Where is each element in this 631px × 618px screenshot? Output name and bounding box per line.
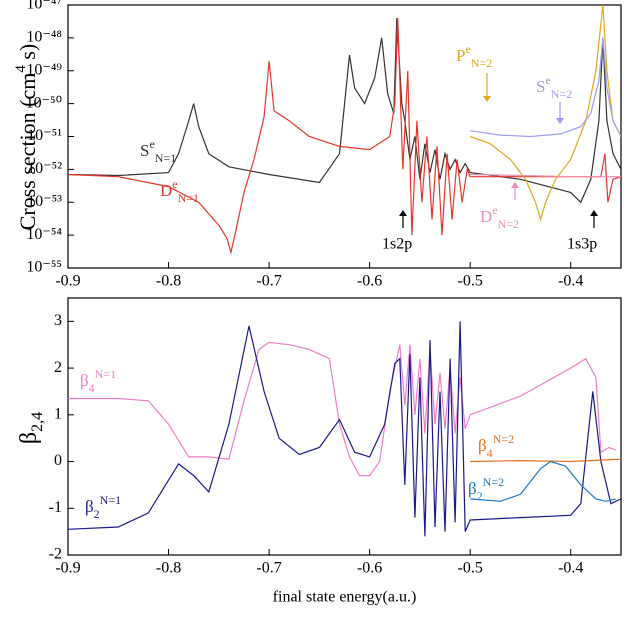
label-part: 4 bbox=[487, 446, 493, 460]
y-tick-label: -1 bbox=[49, 499, 62, 516]
label-part: β bbox=[468, 479, 477, 498]
series-line bbox=[68, 341, 617, 477]
arrow-head bbox=[399, 210, 407, 216]
label-part: Cross section (cm bbox=[15, 73, 40, 231]
label-part: N=2 bbox=[471, 56, 492, 70]
label-part: β bbox=[16, 432, 42, 444]
label-part: e bbox=[545, 73, 550, 87]
x-tick-label: -0.5 bbox=[458, 273, 483, 290]
x-tick-label: -0.4 bbox=[558, 273, 583, 290]
x-tick-label: -0.4 bbox=[558, 560, 583, 577]
y-tick-label: 0 bbox=[54, 452, 62, 469]
label-part: N=1 bbox=[95, 367, 116, 381]
y-tick-label: 10⁻⁴⁸ bbox=[26, 29, 62, 46]
label-part: D bbox=[480, 207, 492, 226]
label-part: S bbox=[536, 77, 545, 96]
series-line bbox=[469, 5, 621, 222]
series-line bbox=[470, 173, 621, 178]
label-part: e bbox=[172, 177, 177, 191]
label-part: 2 bbox=[94, 507, 100, 521]
x-axis-label: final state energy(a.u.) bbox=[273, 589, 417, 606]
y-axis-label: Cross section (cm4 s) bbox=[13, 44, 40, 231]
y-tick-label: 10⁻⁴⁹ bbox=[26, 61, 62, 78]
y-tick-label: 10⁻⁵⁵ bbox=[26, 259, 62, 276]
x-tick-label: -0.8 bbox=[156, 273, 181, 290]
x-tick-label: -0.6 bbox=[357, 560, 382, 577]
x-tick-label: -0.7 bbox=[256, 560, 281, 577]
y-tick-label: -2 bbox=[49, 546, 62, 563]
y-tick-label: 10⁻⁵¹ bbox=[27, 127, 62, 144]
x-tick-label: -0.9 bbox=[55, 560, 80, 577]
label-part: N=2 bbox=[551, 87, 572, 101]
arrow-head bbox=[483, 96, 491, 102]
label-part: N=1 bbox=[178, 191, 199, 205]
plot-frame bbox=[67, 297, 622, 556]
series-label: DeN=2 bbox=[480, 203, 519, 231]
annotation: 1s2p bbox=[382, 236, 412, 253]
label-part: D bbox=[160, 181, 172, 200]
series-line bbox=[470, 458, 621, 463]
label-part: β bbox=[85, 497, 94, 516]
series-label: PeN=2 bbox=[456, 42, 492, 70]
series-label: β2N=1 bbox=[85, 493, 121, 521]
x-tick-label: -0.9 bbox=[55, 273, 80, 290]
series-line bbox=[470, 37, 621, 138]
y-tick-label: 10⁻⁵² bbox=[27, 160, 62, 177]
series-label: β2N=2 bbox=[468, 475, 504, 503]
x-tick-label: -0.5 bbox=[458, 560, 483, 577]
series-label: DeN=1 bbox=[160, 177, 199, 205]
label-part: 2 bbox=[477, 489, 483, 503]
series-label: SeN=1 bbox=[140, 137, 176, 165]
y-tick-label: 10⁻⁵⁴ bbox=[26, 226, 62, 243]
y-axis-label: β2,4 bbox=[16, 412, 47, 444]
x-tick-label: -0.7 bbox=[256, 273, 281, 290]
series-line bbox=[68, 18, 621, 255]
y-tick-label: 10⁻⁵³ bbox=[27, 193, 62, 210]
arrow-head bbox=[556, 118, 564, 124]
label-part: β bbox=[478, 436, 487, 455]
y-tick-label: 10⁻⁴⁷ bbox=[26, 0, 62, 13]
y-tick-label: 10⁻⁵⁰ bbox=[26, 94, 62, 111]
series-line bbox=[68, 321, 621, 537]
y-tick-label: 1 bbox=[54, 405, 62, 422]
label-part: N=1 bbox=[100, 493, 121, 507]
arrows bbox=[399, 73, 598, 228]
series-label: SeN=2 bbox=[536, 73, 572, 101]
plot-area bbox=[68, 321, 621, 537]
label-part: 2,4 bbox=[29, 412, 46, 432]
series-label: β4N=2 bbox=[478, 432, 514, 460]
arrow-head bbox=[590, 210, 598, 216]
label-part: s) bbox=[15, 44, 40, 65]
plot-area bbox=[68, 5, 621, 255]
label-part: N=1 bbox=[155, 151, 176, 165]
series-line bbox=[68, 18, 621, 204]
label-part: e bbox=[465, 42, 470, 56]
arrow-head bbox=[511, 182, 519, 188]
x-tick-label: -0.6 bbox=[357, 273, 382, 290]
annotation: 1s3p bbox=[567, 236, 597, 253]
y-tick-label: 3 bbox=[54, 312, 62, 329]
series-line bbox=[470, 460, 617, 502]
label-part: P bbox=[456, 46, 465, 65]
y-tick-label: 2 bbox=[54, 359, 62, 376]
label-part: 4 bbox=[89, 381, 95, 395]
series-label: β4N=1 bbox=[80, 367, 116, 395]
label-part: β bbox=[80, 371, 89, 390]
x-tick-label: -0.8 bbox=[156, 560, 181, 577]
label-part: N=2 bbox=[498, 217, 519, 231]
label-part: S bbox=[140, 141, 149, 160]
label-part: e bbox=[149, 137, 154, 151]
label-part: N=2 bbox=[483, 475, 504, 489]
label-part: e bbox=[492, 203, 497, 217]
label-part: 4 bbox=[13, 65, 29, 73]
label-part: N=2 bbox=[493, 432, 514, 446]
